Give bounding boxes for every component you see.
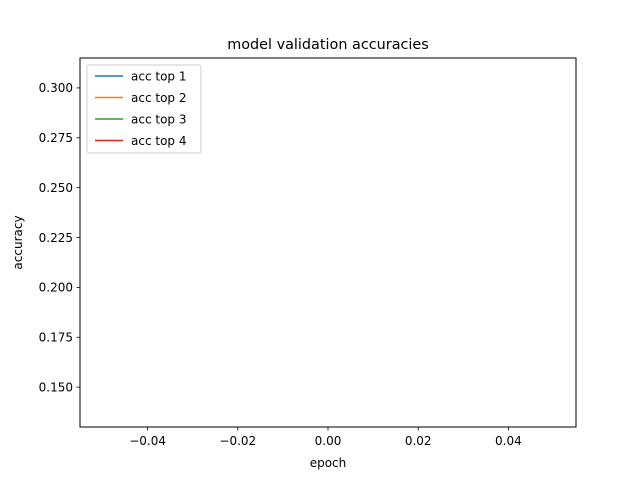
y-tick-label: 0.225 — [39, 231, 73, 245]
legend-frame — [86, 64, 202, 154]
legend-label: acc top 2 — [131, 91, 186, 105]
x-tick-label: 0.04 — [495, 434, 522, 448]
legend-label: acc top 4 — [131, 134, 186, 148]
chart-title: model validation accuracies — [227, 37, 429, 53]
y-tick-label: 0.300 — [39, 81, 73, 95]
legend-label: acc top 1 — [131, 69, 186, 83]
y-tick-label: 0.275 — [39, 131, 73, 145]
x-tick-label: 0.02 — [405, 434, 432, 448]
y-tick-label: 0.200 — [39, 281, 73, 295]
y-axis-title: accuracy — [11, 215, 25, 269]
x-tick-label: −0.04 — [129, 434, 166, 448]
x-tick-label: 0.00 — [315, 434, 342, 448]
x-axis: −0.04 −0.02 0.00 0.02 0.04 — [129, 427, 522, 448]
legend-entries: acc top 1 acc top 2 acc top 3 acc top 4 — [95, 69, 186, 148]
legend: acc top 1 acc top 2 acc top 3 acc top 4 — [86, 64, 202, 154]
legend-label: acc top 3 — [131, 112, 186, 126]
y-tick-label: 0.175 — [39, 331, 73, 345]
x-axis-title: epoch — [310, 456, 347, 470]
y-tick-label: 0.250 — [39, 181, 73, 195]
y-axis: 0.150 0.175 0.200 0.225 0.250 0.275 0.300 — [39, 81, 80, 394]
y-tick-label: 0.150 — [39, 380, 73, 394]
x-tick-label: −0.02 — [219, 434, 256, 448]
